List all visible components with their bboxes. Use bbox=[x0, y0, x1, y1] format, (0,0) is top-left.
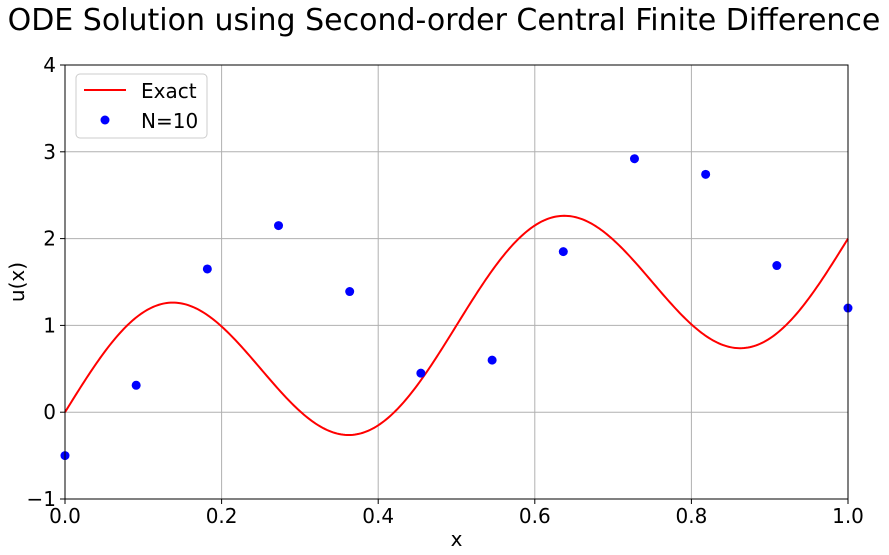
n10-point bbox=[131, 380, 141, 390]
n10-point bbox=[274, 221, 284, 231]
x-tick-label: 0.8 bbox=[675, 504, 707, 528]
legend: Exact N=10 bbox=[75, 73, 208, 139]
exact-line bbox=[64, 214, 849, 437]
y-tick-label: −1 bbox=[27, 487, 56, 511]
exact-series bbox=[64, 214, 849, 437]
n10-point bbox=[629, 154, 639, 164]
n10-point bbox=[772, 261, 782, 271]
y-tick-label: 2 bbox=[43, 227, 56, 251]
y-tick-label: 0 bbox=[43, 400, 56, 424]
y-axis-label: u(x) bbox=[5, 262, 29, 302]
plot-frame bbox=[64, 64, 849, 500]
n10-point bbox=[558, 247, 568, 257]
x-axis-ticks: 0.0 0.2 0.4 0.6 0.8 1.0 bbox=[49, 499, 864, 528]
x-tick-label: 1.0 bbox=[832, 504, 864, 528]
legend-n10-marker bbox=[100, 115, 110, 125]
y-axis-ticks: −1 0 1 2 3 4 bbox=[27, 53, 65, 511]
n10-point bbox=[345, 287, 355, 297]
legend-exact-label: Exact bbox=[141, 79, 197, 103]
x-tick-label: 0.0 bbox=[49, 504, 81, 528]
y-tick-label: 1 bbox=[43, 313, 56, 337]
y-tick-label: 3 bbox=[43, 140, 56, 164]
n10-point bbox=[701, 169, 711, 179]
n10-point bbox=[416, 368, 426, 378]
n10-series bbox=[60, 154, 853, 461]
x-axis-label: x bbox=[451, 527, 463, 551]
legend-n10-label: N=10 bbox=[141, 109, 198, 133]
x-tick-label: 0.2 bbox=[206, 504, 238, 528]
x-tick-label: 0.6 bbox=[519, 504, 551, 528]
n10-point bbox=[487, 355, 497, 365]
chart-title: ODE Solution using Second-order Central … bbox=[8, 3, 881, 38]
y-tick-label: 4 bbox=[43, 53, 56, 77]
n10-point bbox=[202, 264, 212, 274]
x-tick-label: 0.4 bbox=[362, 504, 394, 528]
